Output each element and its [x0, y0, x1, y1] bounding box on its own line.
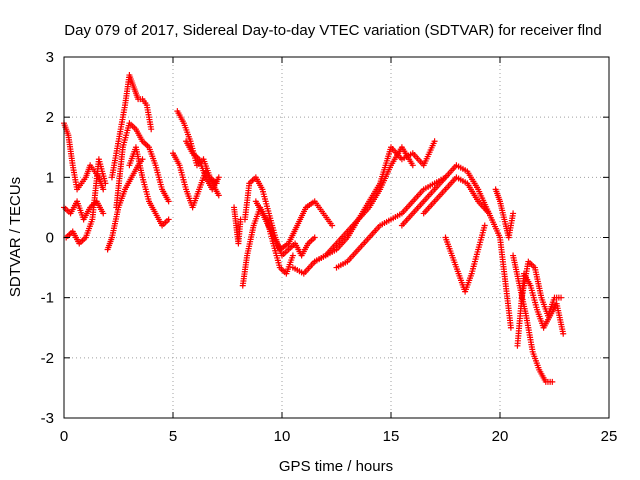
data-point	[215, 192, 222, 199]
data-points	[61, 72, 567, 385]
series-track-a	[61, 198, 107, 223]
x-tick-label: 10	[274, 428, 291, 445]
x-tick-label: 20	[492, 428, 509, 445]
x-axis-label: GPS time / hours	[279, 458, 393, 475]
data-point	[409, 162, 416, 169]
data-point	[481, 222, 488, 229]
x-tick-label: 5	[169, 428, 177, 445]
y-tick-label: 1	[46, 169, 54, 186]
series-track-g	[126, 144, 172, 229]
series-track-e	[108, 72, 155, 181]
series-track-b	[61, 120, 107, 193]
data-point	[311, 234, 318, 241]
data-point	[560, 330, 567, 337]
series-track-q	[333, 174, 449, 271]
data-point	[549, 378, 556, 385]
data-point	[100, 186, 107, 193]
y-tick-label: -3	[41, 410, 54, 427]
series-track-r	[398, 162, 493, 229]
series-track-w	[514, 270, 567, 349]
series-track-j	[183, 138, 222, 193]
series-track-u	[492, 186, 517, 241]
data-point	[289, 252, 296, 259]
y-axis-label: SDTVAR / TECUs	[7, 177, 24, 297]
data-point	[431, 138, 438, 145]
y-tick-labels: 3 2 1 0 -1 -2 -3	[41, 49, 54, 427]
series-track-v	[510, 252, 556, 385]
data-point	[165, 198, 172, 205]
data-point	[165, 216, 172, 223]
data-point	[558, 294, 565, 301]
grid	[64, 57, 609, 418]
series-track-n	[252, 198, 336, 253]
x-tick-label: 0	[60, 428, 68, 445]
series-track-x	[518, 258, 565, 319]
y-tick-label: -1	[41, 290, 54, 307]
data-point	[329, 222, 336, 229]
series-track-m	[239, 204, 296, 289]
data-point	[215, 174, 222, 181]
data-point	[510, 210, 517, 217]
chart-title: Day 079 of 2017, Sidereal Day-to-day VTE…	[64, 22, 601, 39]
y-tick-label: 0	[46, 230, 54, 247]
data-point	[100, 210, 107, 217]
series-track-t	[442, 222, 488, 295]
data-point	[102, 180, 109, 187]
data-point	[507, 324, 514, 331]
y-tick-label: 3	[46, 49, 54, 66]
series-track-s	[420, 174, 514, 331]
series-track-f	[113, 120, 172, 211]
series-track-k	[231, 204, 244, 247]
y-tick-label: 2	[46, 109, 54, 126]
series-track-c	[63, 156, 109, 247]
series-track-p	[311, 138, 438, 265]
y-tick-label: -2	[41, 350, 54, 367]
axis-ticks	[63, 56, 610, 419]
data-point	[148, 126, 155, 133]
x-tick-label: 25	[601, 428, 618, 445]
x-tick-labels: 0 5 10 15 20 25	[60, 428, 618, 445]
x-tick-label: 15	[383, 428, 400, 445]
